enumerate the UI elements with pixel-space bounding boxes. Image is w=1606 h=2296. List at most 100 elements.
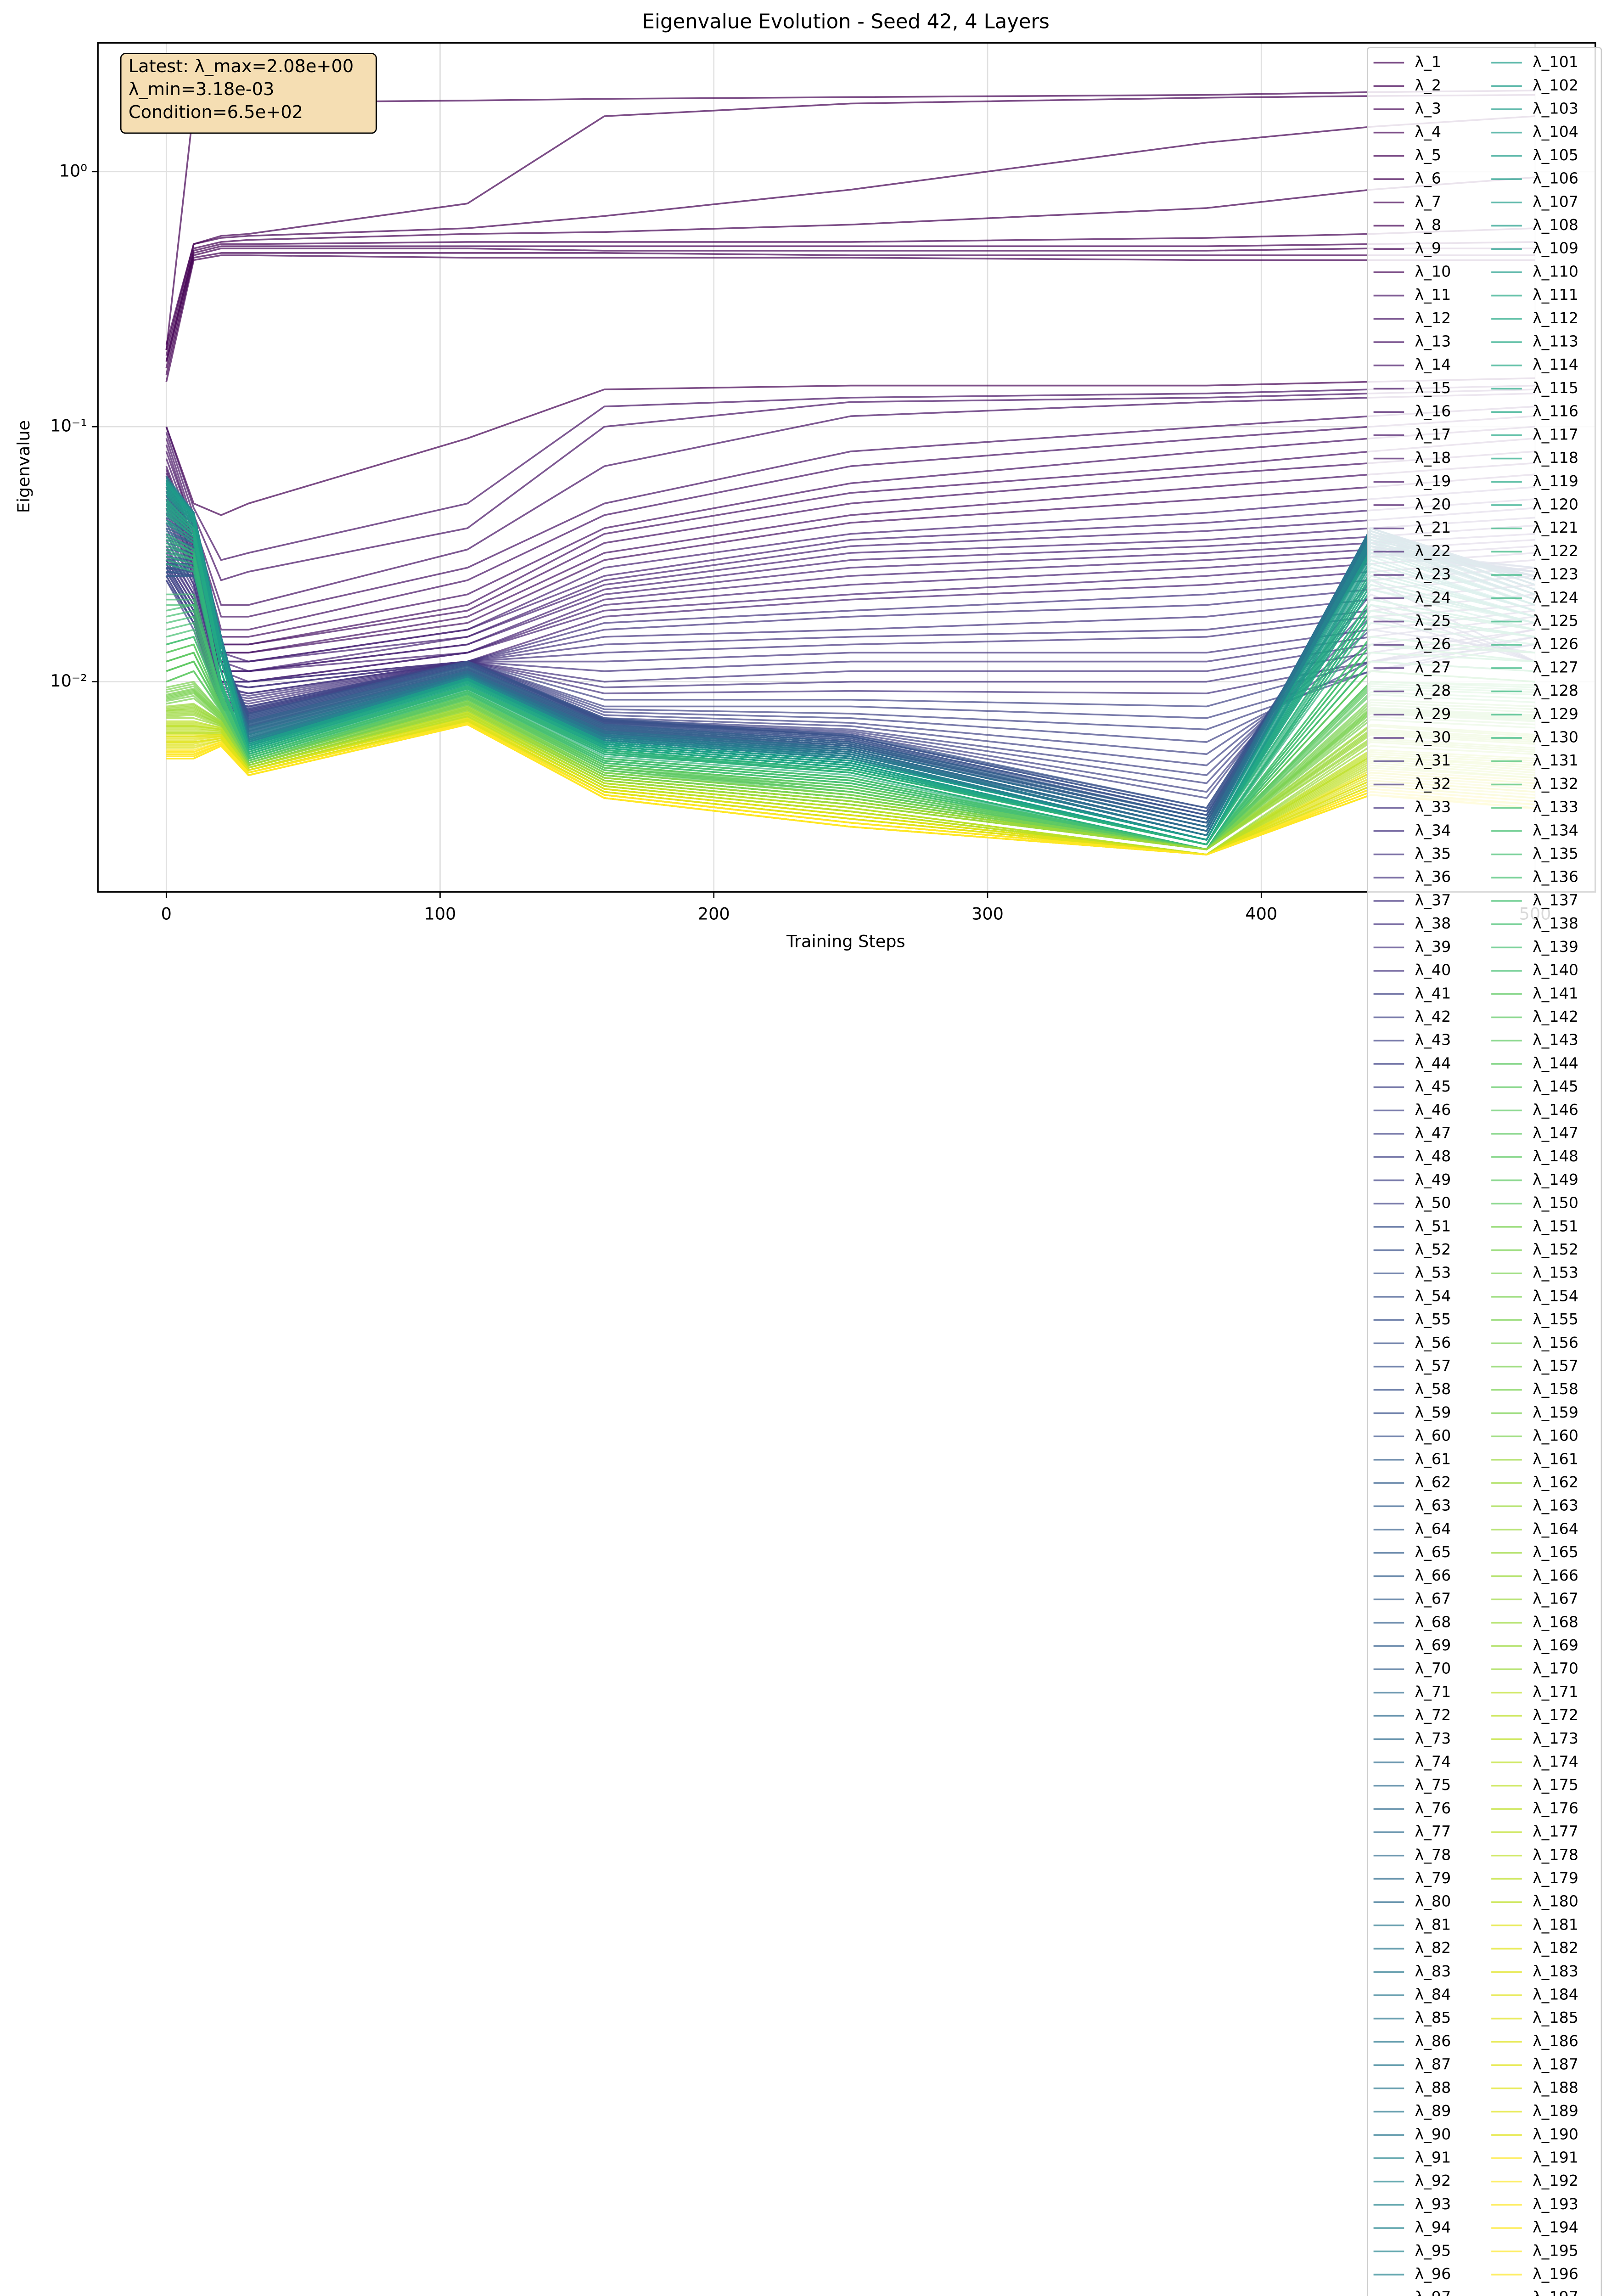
x-tick-label: 300 xyxy=(971,904,1004,924)
legend-label: λ_21 xyxy=(1415,518,1451,536)
legend-label: λ_42 xyxy=(1415,1007,1451,1025)
legend-label: λ_39 xyxy=(1415,938,1451,956)
legend-label: λ_3 xyxy=(1415,99,1442,117)
legend-label: λ_68 xyxy=(1415,1613,1451,1631)
legend-label: λ_7 xyxy=(1415,192,1442,210)
legend-label: λ_56 xyxy=(1415,1334,1451,1351)
legend-label: λ_49 xyxy=(1415,1171,1451,1188)
legend-label: λ_50 xyxy=(1415,1194,1451,1212)
legend-label: λ_128 xyxy=(1533,681,1578,699)
series-line xyxy=(165,176,1535,356)
legend-label: λ_32 xyxy=(1415,775,1451,793)
legend-label: λ_29 xyxy=(1415,705,1451,723)
legend-label: λ_195 xyxy=(1533,2241,1578,2259)
series-line xyxy=(166,720,1535,855)
series-line xyxy=(165,248,1535,368)
legend-label: λ_135 xyxy=(1533,844,1578,862)
legend-label: λ_186 xyxy=(1533,2032,1578,2050)
legend-label: λ_171 xyxy=(1533,1683,1578,1700)
series-line xyxy=(166,563,1535,850)
legend-label: λ_103 xyxy=(1533,99,1578,117)
legend-label: λ_161 xyxy=(1533,1450,1578,1468)
x-tick-label: 400 xyxy=(1245,904,1277,924)
legend-label: λ_183 xyxy=(1533,1962,1578,1980)
series-line xyxy=(165,94,1535,345)
legend-label: λ_111 xyxy=(1533,286,1578,304)
legend-label: λ_1 xyxy=(1415,53,1442,71)
legend-label: λ_164 xyxy=(1533,1519,1578,1537)
legend-label: λ_61 xyxy=(1415,1450,1451,1468)
plot-lines xyxy=(165,90,1536,855)
series-line xyxy=(166,723,1535,855)
legend-label: λ_197 xyxy=(1533,2288,1578,2296)
legend-label: λ_53 xyxy=(1415,1264,1451,1282)
legend-label: λ_196 xyxy=(1533,2265,1578,2283)
legend-label: λ_148 xyxy=(1533,1147,1578,1165)
legend-label: λ_177 xyxy=(1533,1823,1578,1840)
series-line xyxy=(165,254,1535,382)
legend-label: λ_64 xyxy=(1415,1519,1451,1537)
legend-label: λ_11 xyxy=(1415,286,1451,304)
series-line xyxy=(165,539,1535,694)
series-line xyxy=(165,115,1535,350)
annotation-box xyxy=(120,53,377,134)
chart-title: Eigenvalue Evolution - Seed 42, 4 Layers xyxy=(642,10,1050,33)
legend-label: λ_54 xyxy=(1415,1287,1451,1305)
legend-label: λ_130 xyxy=(1533,728,1578,746)
legend-label: λ_192 xyxy=(1533,2172,1578,2189)
legend-label: λ_22 xyxy=(1415,542,1451,560)
legend-label: λ_78 xyxy=(1415,1846,1451,1863)
legend-label: λ_82 xyxy=(1415,1939,1451,1957)
legend-label: λ_134 xyxy=(1533,821,1578,839)
legend-label: λ_137 xyxy=(1533,891,1578,909)
legend-label: λ_10 xyxy=(1415,262,1451,280)
legend-label: λ_185 xyxy=(1533,2009,1578,2026)
x-tick-label: 200 xyxy=(698,904,730,924)
legend-label: λ_71 xyxy=(1415,1683,1451,1700)
x-tick-label: 0 xyxy=(161,904,172,924)
legend-label: λ_170 xyxy=(1533,1660,1578,1677)
annotation-text: λ_min=3.18e-03 xyxy=(129,79,275,100)
legend-label: λ_110 xyxy=(1533,262,1578,280)
legend-label: λ_167 xyxy=(1533,1590,1578,1608)
legend-label: λ_52 xyxy=(1415,1240,1451,1258)
x-tick-label: 100 xyxy=(424,904,456,924)
legend-label: λ_26 xyxy=(1415,635,1451,653)
legend-label: λ_9 xyxy=(1415,239,1442,257)
annotation-text: Latest: λ_max=2.08e+00 xyxy=(129,56,354,77)
legend-label: λ_58 xyxy=(1415,1380,1451,1398)
legend-label: λ_155 xyxy=(1533,1310,1578,1328)
series-line xyxy=(166,670,1535,850)
legend-label: λ_23 xyxy=(1415,565,1451,583)
legend-label: λ_89 xyxy=(1415,2102,1451,2120)
legend-label: λ_136 xyxy=(1533,868,1578,886)
legend-label: λ_146 xyxy=(1533,1101,1578,1119)
legend-label: λ_65 xyxy=(1415,1543,1451,1561)
legend-label: λ_73 xyxy=(1415,1729,1451,1747)
legend-label: λ_169 xyxy=(1533,1636,1578,1654)
legend-label: λ_20 xyxy=(1415,495,1451,513)
annotation: Latest: λ_max=2.08e+00λ_min=3.18e-03Cond… xyxy=(120,53,377,134)
legend-label: λ_174 xyxy=(1533,1752,1578,1770)
legend-label: λ_125 xyxy=(1533,612,1578,630)
legend-label: λ_101 xyxy=(1533,53,1578,71)
legend-label: λ_59 xyxy=(1415,1403,1451,1421)
legend-label: λ_168 xyxy=(1533,1613,1578,1631)
x-axis-label: Training Steps xyxy=(786,932,905,951)
series-line xyxy=(165,533,1535,688)
legend-label: λ_17 xyxy=(1415,425,1451,443)
legend-label: λ_97 xyxy=(1415,2288,1451,2296)
legend-label: λ_152 xyxy=(1533,1240,1578,1258)
legend-label: λ_139 xyxy=(1533,938,1578,956)
legend-label: λ_131 xyxy=(1533,751,1578,769)
legend-label: λ_190 xyxy=(1533,2125,1578,2143)
legend-label: λ_112 xyxy=(1533,309,1578,327)
legend-label: λ_15 xyxy=(1415,379,1451,397)
legend-label: λ_27 xyxy=(1415,658,1451,676)
y-tick-label: 10⁰ xyxy=(59,161,87,180)
legend-label: λ_93 xyxy=(1415,2195,1451,2213)
series-line xyxy=(165,241,1535,362)
legend-label: λ_121 xyxy=(1533,518,1578,536)
